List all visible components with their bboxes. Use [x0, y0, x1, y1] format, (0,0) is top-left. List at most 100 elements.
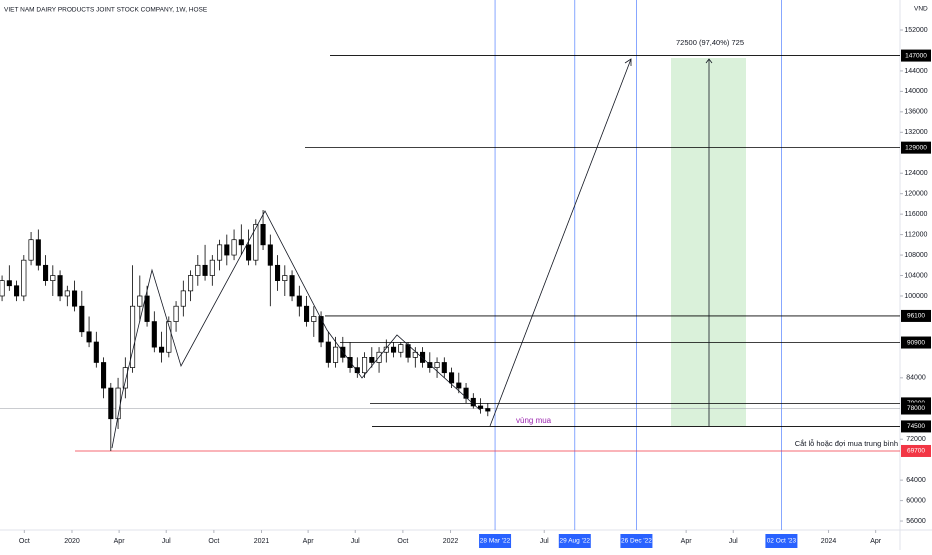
y-tick-label: 136000	[904, 109, 927, 116]
candle-body	[289, 275, 295, 297]
candle-body	[159, 346, 165, 353]
candle-body	[333, 346, 339, 363]
level-box	[901, 420, 931, 433]
target-label: 72500 (97,40%) 725	[676, 38, 744, 47]
candle-body	[43, 264, 49, 281]
candle-body	[21, 259, 27, 297]
y-tick-label: 64000	[906, 477, 926, 484]
x-tick-label: 2022	[443, 538, 459, 545]
x-tick-label: Oct	[208, 538, 219, 545]
candle-body	[267, 244, 273, 266]
candle-body	[72, 290, 78, 307]
candle-body	[6, 280, 12, 287]
currency-label: VND	[914, 6, 928, 13]
candle-body	[304, 305, 310, 322]
y-tick-label: 56000	[906, 518, 926, 525]
level-box	[901, 141, 931, 154]
candle-body	[362, 357, 368, 374]
marks	[0, 210, 491, 451]
candle-body	[14, 285, 20, 297]
level-label: 96100	[907, 313, 925, 320]
candle-body	[93, 341, 99, 363]
candle-body	[151, 321, 157, 348]
y-tick-label: 108000	[904, 252, 927, 259]
y-tick-label: 72000	[906, 436, 926, 443]
candle-body	[217, 244, 223, 261]
candle-body	[144, 295, 150, 322]
candle-body	[238, 239, 244, 246]
drawings: 72500 (97,40%) 725 vùng mua Cắt lỗ hoặc …	[4, 6, 928, 449]
candle-body	[463, 387, 469, 399]
y-tick-label: 120000	[904, 191, 927, 198]
x-tick-label: 2021	[254, 538, 270, 545]
projection-arrow	[489, 58, 632, 427]
y-tick-label: 116000	[905, 211, 928, 218]
candle-body	[130, 305, 136, 368]
candle-body	[224, 244, 230, 256]
date-marker-box	[479, 534, 512, 548]
candle-body	[383, 346, 389, 353]
stop-loss-label: Cắt lỗ hoặc đợi mua trung bình	[795, 439, 898, 448]
level-label: 90900	[907, 339, 925, 346]
candle-body	[434, 362, 440, 368]
candle-body	[202, 264, 208, 276]
candle-body	[318, 316, 324, 343]
candle-body	[441, 362, 447, 374]
chart-title: VIET NAM DAIRY PRODUCTS JOINT STOCK COMP…	[4, 7, 208, 14]
level-box	[901, 444, 931, 457]
candle-body	[347, 357, 353, 368]
candle-body	[478, 405, 484, 409]
x-tick-label: Oct	[397, 538, 408, 545]
level-label: 78000	[907, 405, 925, 412]
buy-zone-label: vùng mua	[516, 416, 552, 425]
x-tick-label: Apr	[114, 538, 126, 545]
candle-body	[101, 362, 107, 389]
candle-body	[28, 239, 34, 261]
level-label: 129000	[905, 144, 927, 151]
y-tick-label: 112000	[905, 231, 928, 238]
y-tick-label: 124000	[904, 170, 927, 177]
candle-body	[296, 295, 302, 307]
candle-body	[485, 408, 491, 412]
candle-body	[122, 367, 128, 389]
date-marker-box	[620, 534, 653, 548]
candle-body	[246, 244, 252, 261]
candle-body	[282, 275, 288, 281]
target-zone	[671, 58, 746, 426]
level-label: 147000	[905, 52, 927, 59]
x-tick-label: Apr	[303, 538, 315, 545]
y-tick-label: 104000	[904, 272, 927, 279]
x-tick-label: Apr	[681, 538, 693, 545]
candle-body	[64, 290, 70, 297]
level-label: 69700	[907, 448, 925, 455]
x-tick-label: Jul	[351, 538, 360, 545]
candle-body	[325, 341, 331, 363]
candle-body	[369, 357, 375, 363]
date-marker-label: 02 Oct '23	[767, 538, 797, 545]
date-marker-label: 29 Aug '22	[560, 538, 591, 545]
candle-body	[173, 305, 179, 322]
y-tick-label: 60000	[906, 497, 926, 504]
y-tick-label: 140000	[904, 88, 927, 95]
candle-body	[354, 367, 360, 374]
zigzag-pattern	[111, 210, 481, 449]
candle-body	[209, 259, 215, 276]
candle-body	[137, 295, 143, 307]
candle-body	[79, 305, 85, 333]
candle-body	[35, 239, 41, 266]
candle-body	[412, 351, 418, 358]
drawings-back	[0, 0, 900, 530]
x-tick-label: 2020	[64, 538, 80, 545]
candle-body	[260, 224, 266, 246]
candle-body	[166, 321, 172, 353]
x-tick-label: 2024	[821, 538, 837, 545]
level-label: 74500	[907, 423, 925, 430]
date-marker-label: 28 Mar '22	[480, 538, 511, 545]
y-tick-label: 132000	[904, 129, 927, 136]
level-box	[901, 309, 931, 322]
x-tick-label: Oct	[19, 538, 30, 545]
candle-body	[86, 331, 92, 343]
x-tick-label: Apr	[870, 538, 882, 545]
arrow-head	[705, 58, 713, 64]
